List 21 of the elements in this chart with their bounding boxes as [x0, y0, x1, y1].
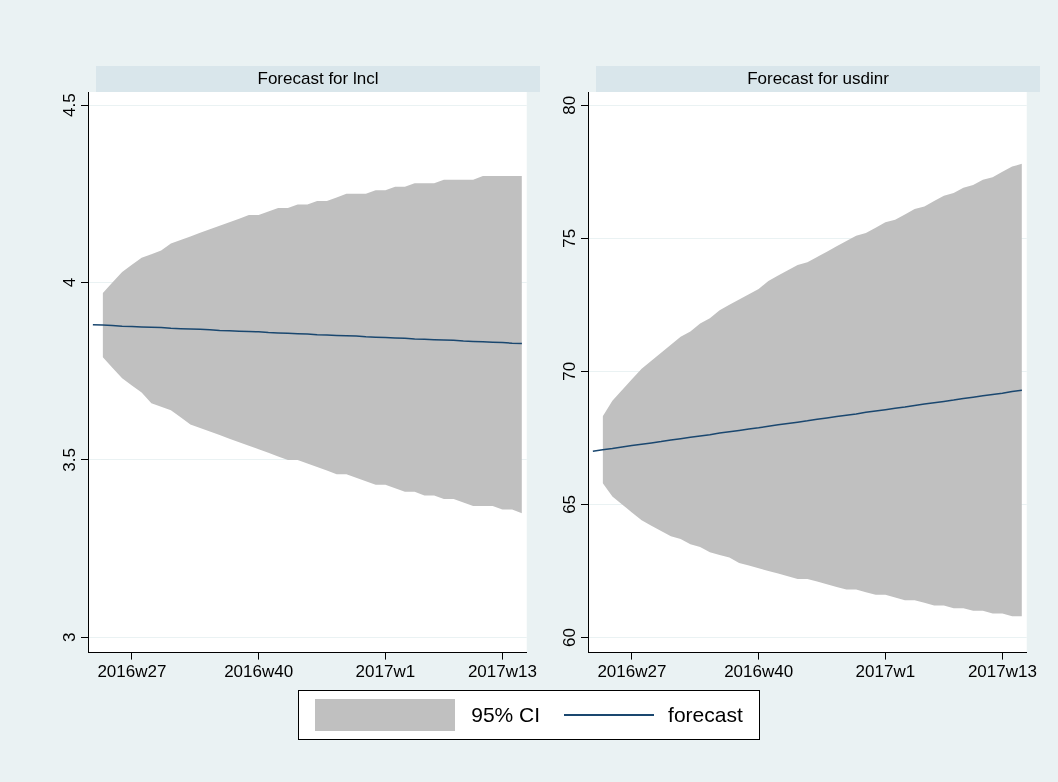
x-tick-label: 2016w27 [97, 662, 167, 682]
y-tick-label: 75 [559, 228, 579, 248]
x-tick-label: 2017w13 [967, 662, 1037, 682]
chart-title: Forecast for usdinr [596, 66, 1040, 92]
x-tick-label: 2017w1 [855, 662, 916, 682]
x-tick-label: 2016w40 [224, 662, 294, 682]
y-tick-label: 65 [559, 494, 579, 514]
chart-title: Forecast for lncl [96, 66, 540, 92]
x-tick-label: 2017w1 [355, 662, 416, 682]
x-tick-label: 2016w40 [724, 662, 794, 682]
y-tick-label: 4 [59, 277, 79, 288]
legend-label: forecast [668, 703, 743, 727]
y-tick-label: 60 [559, 627, 579, 647]
text: 95% CI [471, 703, 541, 727]
y-tick-label: 3.5 [59, 448, 79, 472]
y-tick-label: 80 [559, 95, 579, 115]
x-tick-label: 2016w27 [597, 662, 667, 682]
y-tick-label: 3 [59, 632, 79, 643]
y-tick-label: 70 [559, 361, 579, 381]
y-tick-label: 4.5 [59, 93, 79, 117]
x-tick-label: 2017w13 [467, 662, 537, 682]
